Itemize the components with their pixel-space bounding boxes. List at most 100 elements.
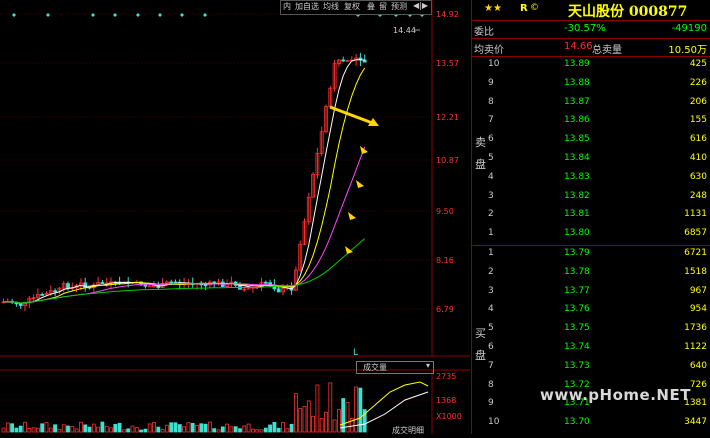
sell-order-price[interactable]: 13.88 bbox=[564, 77, 590, 88]
volume-tick-label: X1000 bbox=[436, 412, 462, 421]
buy-order-price[interactable]: 13.70 bbox=[564, 417, 590, 428]
toolbar-item-add-favorite[interactable]: 加自选 bbox=[295, 2, 319, 11]
kline-chart[interactable]: 14.92 13.57 12.21 10.87 9.50 8.16 6.79 2735 1368… bbox=[0, 0, 470, 435]
panel-header: ★★ R © 天山股份 000877 bbox=[472, 0, 710, 21]
volume-selector[interactable]: 成交量 ▾ bbox=[356, 361, 434, 374]
volume-bar bbox=[1, 427, 6, 433]
volume-ma-line bbox=[339, 391, 429, 429]
kline-svg[interactable]: 14.92 13.57 12.21 10.87 9.50 8.16 6.79 2735 1368… bbox=[0, 0, 470, 434]
buy-order-level: 5 bbox=[488, 323, 494, 334]
volume-bar bbox=[306, 400, 311, 433]
weibi-row: 委比 -30.57% -49190 bbox=[472, 21, 710, 38]
toolbar-nav-icon[interactable]: ◀|▶ bbox=[413, 1, 428, 10]
sell-order-volume: 6857 bbox=[684, 228, 707, 239]
sell-order-level: 7 bbox=[488, 115, 494, 126]
buy-order-level: 8 bbox=[488, 379, 494, 390]
sell-order-volume: 630 bbox=[689, 171, 707, 182]
volume-bar bbox=[169, 422, 174, 433]
volume-bar bbox=[126, 428, 131, 433]
avg-sell-label: 均卖价 bbox=[474, 45, 504, 56]
volume-bar bbox=[203, 423, 208, 433]
chart-toolbar: 内 加自选 均线 复权 叠 留 预测 ◀|▶ bbox=[280, 0, 432, 15]
buy-order-price[interactable]: 13.76 bbox=[564, 304, 590, 315]
sell-order-price[interactable]: 13.80 bbox=[564, 228, 590, 239]
buy-order-price[interactable]: 13.73 bbox=[564, 360, 590, 371]
volume-bar bbox=[289, 423, 294, 433]
volume-bar bbox=[27, 428, 32, 433]
sell-order-price[interactable]: 13.83 bbox=[564, 171, 590, 182]
candle bbox=[44, 292, 49, 296]
toolbar-item-forecast[interactable]: 预测 bbox=[391, 2, 407, 11]
volume-bar bbox=[147, 423, 152, 433]
volume-bar bbox=[91, 423, 96, 433]
sell-order-level: 6 bbox=[488, 134, 494, 145]
buy-order-price[interactable]: 13.74 bbox=[564, 342, 590, 352]
volume-bar bbox=[220, 426, 225, 433]
buy-order-volume: 726 bbox=[689, 379, 707, 390]
volume-bar bbox=[242, 425, 247, 433]
total-sell-label: 总卖量 bbox=[592, 45, 622, 56]
volume-bar bbox=[272, 422, 277, 433]
r-badge: R bbox=[520, 3, 528, 14]
toolbar-item-ma[interactable]: 均线 bbox=[323, 2, 339, 11]
volume-bar bbox=[349, 418, 354, 433]
toolbar-item-adjust[interactable]: 复权 bbox=[344, 2, 360, 11]
candle bbox=[263, 281, 268, 284]
price-tick-label: 13.57 bbox=[436, 59, 459, 68]
volume-bar bbox=[10, 423, 15, 433]
candle bbox=[156, 285, 161, 289]
sell-order-price[interactable]: 13.82 bbox=[564, 190, 590, 201]
volume-bar bbox=[263, 427, 268, 433]
candle bbox=[332, 63, 337, 89]
sell-order-price[interactable]: 13.87 bbox=[564, 96, 590, 107]
volume-bar bbox=[152, 422, 156, 433]
sell-order-price[interactable]: 13.85 bbox=[564, 134, 590, 145]
buy-order-price[interactable]: 13.75 bbox=[564, 323, 590, 334]
sell-order-level: 10 bbox=[488, 59, 500, 69]
candle bbox=[143, 284, 148, 287]
toolbar-item-overlay[interactable]: 叠 bbox=[367, 2, 375, 11]
sell-order-level: 4 bbox=[488, 171, 494, 182]
candle bbox=[152, 285, 156, 287]
sell-order-price[interactable]: 13.86 bbox=[564, 115, 590, 126]
sell-order-price[interactable]: 13.89 bbox=[564, 59, 590, 69]
volume-bar bbox=[177, 424, 182, 433]
volume-bar bbox=[160, 429, 165, 433]
volume-bar bbox=[83, 424, 88, 433]
toolbar-item-keep[interactable]: 留 bbox=[379, 2, 387, 11]
volume-bar bbox=[324, 411, 328, 433]
volume-bar bbox=[130, 425, 135, 433]
event-marker-icon bbox=[91, 13, 95, 17]
volume-bar bbox=[44, 422, 49, 433]
buy-order-price[interactable]: 13.72 bbox=[564, 379, 590, 390]
buy-order-price[interactable]: 13.78 bbox=[564, 266, 590, 277]
toolbar-item-nei[interactable]: 内 bbox=[283, 2, 291, 11]
annotation-arrow-icon bbox=[368, 118, 379, 126]
sell-order-price[interactable]: 13.81 bbox=[564, 209, 590, 220]
buy-order-price[interactable]: 13.79 bbox=[564, 248, 590, 258]
candle bbox=[66, 283, 70, 289]
volume-bar bbox=[285, 428, 290, 433]
volume-bar bbox=[109, 427, 113, 433]
volume-bar bbox=[134, 427, 139, 433]
weibi-value: -30.57% bbox=[564, 23, 606, 34]
volume-bar bbox=[336, 409, 341, 433]
buy-order-volume: 967 bbox=[689, 285, 707, 296]
volume-bar bbox=[233, 426, 238, 433]
volume-bar bbox=[298, 408, 303, 433]
sell-order-level: 2 bbox=[488, 209, 494, 220]
candle bbox=[61, 283, 66, 289]
volume-bar bbox=[281, 421, 285, 433]
volume-bar bbox=[40, 423, 45, 433]
buy-order-price[interactable]: 13.71 bbox=[564, 398, 590, 409]
weicha-value: -49190 bbox=[671, 23, 707, 34]
volume-bar bbox=[53, 424, 57, 433]
bottom-tab-detail[interactable]: 成交明细 bbox=[392, 426, 424, 435]
avg-sell-value: 14.66 bbox=[564, 41, 593, 52]
volume-bar bbox=[225, 423, 230, 433]
cursor-marker: L bbox=[353, 348, 358, 358]
buy-order-price[interactable]: 13.77 bbox=[564, 285, 590, 296]
sell-order-price[interactable]: 13.84 bbox=[564, 153, 590, 163]
candle bbox=[293, 269, 298, 291]
volume-bar bbox=[319, 418, 324, 433]
